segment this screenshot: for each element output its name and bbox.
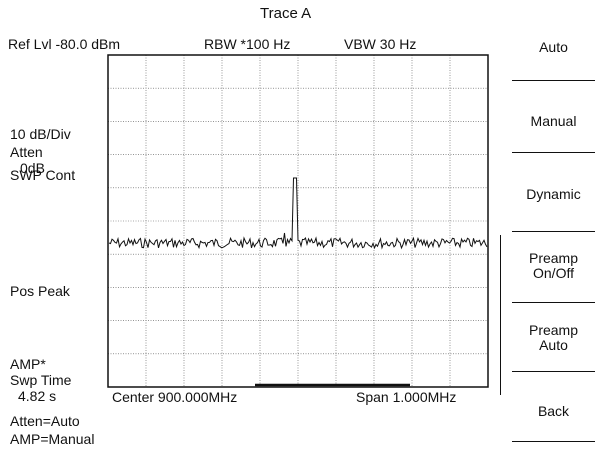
- graticule-frame: [107, 54, 489, 388]
- atten-label: Atten: [10, 144, 43, 160]
- softkey-separator: [512, 441, 595, 442]
- softkey-preamp-on-off[interactable]: Preamp On/Off: [512, 251, 595, 281]
- swp-time-label: Swp Time: [10, 372, 72, 388]
- softkey-separator: [512, 152, 595, 153]
- scale-label: 10 dB/Div: [10, 126, 71, 142]
- trace-title: Trace A: [260, 5, 312, 22]
- sweep-mode: SWP Cont: [10, 167, 76, 183]
- softkey-divider: [500, 235, 501, 395]
- softkey-preamp-on-off-line2: On/Off: [533, 265, 574, 281]
- center-frequency: Center 900.000MHz: [112, 389, 238, 405]
- softkey-auto[interactable]: Auto: [539, 39, 568, 55]
- softkey-preamp-on-off-line1: Preamp: [528, 250, 579, 266]
- swp-time-value: 4.82 s: [18, 388, 57, 404]
- softkey-manual[interactable]: Manual: [530, 113, 577, 129]
- softkey-preamp-auto[interactable]: Preamp Auto: [512, 323, 595, 353]
- rbw-value: RBW *100 Hz: [204, 36, 291, 52]
- softkey-dynamic[interactable]: Dynamic: [526, 186, 581, 202]
- softkey-separator: [512, 231, 595, 232]
- softkey-preamp-auto-line2: Auto: [539, 337, 568, 353]
- atten-mode: Atten=Auto: [10, 413, 80, 429]
- detection-mode: Pos Peak: [10, 283, 70, 299]
- span-value: Span 1.000MHz: [356, 389, 457, 405]
- softkey-separator: [512, 302, 595, 303]
- ref-level: Ref Lvl -80.0 dBm: [8, 36, 121, 52]
- amp-mode: AMP=Manual: [10, 431, 95, 447]
- amp-status: AMP*: [10, 356, 46, 372]
- softkey-back[interactable]: Back: [537, 403, 570, 419]
- vbw-value: VBW 30 Hz: [344, 36, 417, 52]
- softkey-separator: [512, 80, 595, 81]
- softkey-separator: [512, 371, 595, 372]
- atten-value: 0dB: [20, 160, 45, 176]
- graticule-grid: [108, 55, 488, 387]
- softkey-preamp-auto-line1: Preamp: [528, 322, 579, 338]
- trace-a-line: [108, 177, 488, 250]
